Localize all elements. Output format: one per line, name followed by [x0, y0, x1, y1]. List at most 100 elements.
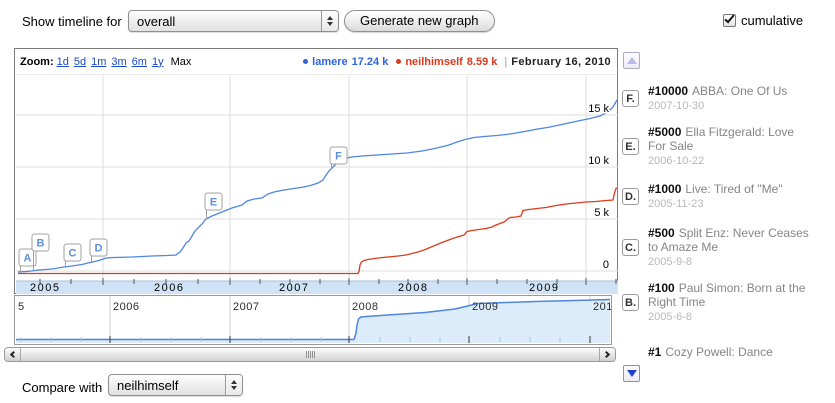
plot-area[interactable]: 2005 2006 2007 2008 2009 15 k 10 k 5 k 0… [16, 76, 618, 294]
range-selector-chart[interactable]: 5 2006 2007 2008 2009 2010 [14, 295, 612, 345]
cumulative-checkbox[interactable] [723, 12, 736, 27]
marker-badge: D. [622, 188, 639, 205]
chevron-right-icon [602, 350, 611, 359]
x-label-2005: 2005 [30, 282, 60, 294]
milestone-rank: #500 [648, 226, 675, 240]
scroll-up-button[interactable] [623, 52, 640, 69]
milestone-title: ABBA: One Of Us [692, 84, 788, 98]
y-label-5k: 5 k [594, 207, 609, 219]
milestone-sidebar: F. #10000 ABBA: One Of Us 2007-10-30 E. #… [620, 48, 832, 398]
x-label-2008: 2008 [398, 282, 428, 294]
milestone-title: Live: Tired of "Me" [685, 182, 783, 196]
milestone-title: Split Enz: Never Ceases to Amaze Me [648, 226, 809, 254]
compare-select[interactable]: neilhimself [108, 374, 243, 396]
scroll-down-button[interactable] [623, 365, 640, 382]
series1-value: 17.24 k [351, 55, 389, 68]
series2-name: neilhimself [405, 55, 463, 68]
timeline-chart: Zoom: 1d 5d 1m 3m 6m 1y Max lamere 17.24… [14, 48, 618, 294]
flag-C: C [69, 248, 77, 260]
v-gridlines [102, 76, 587, 281]
flag-B: B [37, 238, 45, 250]
compare-with-label: Compare with [22, 380, 103, 395]
compare-select-value: neilhimself [117, 377, 179, 393]
mini-area [16, 299, 610, 343]
milestone-title: Cozy Powell: Dance [665, 344, 773, 359]
mini-label-2009: 2009 [472, 301, 498, 313]
y-label-0: 0 [603, 259, 609, 271]
horizontal-scrollbar[interactable] [4, 347, 616, 362]
y-label-15k: 15 k [588, 103, 609, 115]
marker-badge: B. [622, 294, 639, 311]
zoom-max[interactable]: Max [170, 55, 192, 68]
mini-year-ticks [109, 336, 591, 343]
milestone-date: 2005-9-8 [648, 256, 693, 268]
zoom-link-5d[interactable]: 5d [73, 55, 87, 68]
milestone-rank: #10000 [648, 84, 689, 98]
triangle-down-icon [626, 370, 637, 377]
milestone-rank: #1 [648, 344, 662, 359]
series2-value: 8.59 k [466, 55, 498, 68]
milestone-date: 2007-10-30 [648, 100, 705, 112]
flag-A: A [24, 253, 32, 265]
date-separator: | [504, 55, 508, 68]
milestone-rank: #5000 [648, 125, 682, 139]
scrollbar-grip[interactable] [310, 351, 311, 358]
scroll-left-button[interactable] [5, 348, 21, 361]
list-item[interactable]: D. #1000 Live: Tired of "Me" 2005-11-23 [622, 182, 810, 211]
timeline-select[interactable]: overall [128, 10, 339, 32]
zoom-link-6m[interactable]: 6m [131, 55, 147, 68]
check-icon [724, 12, 735, 24]
x-label-2006: 2006 [154, 282, 184, 294]
milestone-title: Paul Simon: Born at the Right Time [648, 281, 806, 309]
scrollbar-track[interactable] [21, 348, 599, 361]
zoom-link-1d[interactable]: 1d [56, 55, 69, 68]
milestone-date: 2006-10-22 [648, 155, 705, 167]
marker-badge: F. [622, 90, 639, 107]
series-lamere-line [17, 99, 618, 273]
milestone-rank: #1000 [648, 182, 682, 196]
flag-E: E [210, 197, 217, 209]
list-item[interactable]: C. #500 Split Enz: Never Ceases to Amaze … [622, 226, 810, 269]
zoom-label: Zoom: [20, 55, 54, 68]
show-timeline-label: Show timeline for [22, 14, 122, 29]
mini-label-2010: 2010 [593, 301, 611, 313]
milestone-rank: #100 [648, 281, 675, 295]
series1-dot-icon [303, 59, 309, 64]
select-stepper-icon [321, 11, 338, 31]
mini-label-2007: 2007 [233, 301, 259, 313]
zoom-link-1m[interactable]: 1m [91, 55, 107, 68]
series2-dot-icon [396, 59, 402, 64]
mini-line [16, 298, 611, 341]
list-item[interactable]: E. #5000 Ella Fitzgerald: Love For Sale 2… [622, 125, 810, 168]
list-item[interactable]: B. #100 Paul Simon: Born at the Right Tim… [622, 281, 810, 324]
x-label-2007: 2007 [279, 282, 309, 294]
cumulative-label: cumulative [741, 13, 804, 28]
timeline-select-value: overall [137, 13, 176, 29]
annotation-flags[interactable]: A B C D E F [18, 146, 348, 272]
series1-name: lamere [312, 55, 348, 68]
list-item[interactable]: F. #10000 ABBA: One Of Us 2007-10-30 [622, 84, 810, 113]
zoom-link-1y[interactable]: 1y [151, 55, 164, 68]
list-item[interactable]: #1 Cozy Powell: Dance [622, 343, 810, 360]
zoom-link-3m[interactable]: 3m [111, 55, 127, 68]
mini-label-2005: 5 [18, 301, 25, 313]
milestone-date: 2005-6-8 [648, 311, 693, 323]
flag-F: F [335, 151, 342, 163]
flag-D: D [95, 243, 103, 255]
generate-graph-button[interactable]: Generate new graph [344, 10, 495, 32]
chevron-left-icon [9, 350, 18, 359]
milestone-title: Ella Fitzgerald: Love For Sale [648, 125, 795, 153]
marker-badge: E. [622, 138, 639, 155]
chart-legend: lamere 17.24 k neilhimself 8.59 k | Febr… [295, 56, 611, 68]
mini-minor-ticks [20, 337, 561, 342]
mini-label-2006: 2006 [113, 301, 139, 313]
axis-ticks [39, 278, 617, 285]
x-axis-band [16, 281, 618, 294]
triangle-up-icon [626, 57, 637, 64]
select-stepper-icon [225, 375, 242, 395]
y-label-10k: 10 k [588, 155, 609, 167]
scroll-right-button[interactable] [599, 348, 615, 361]
chart-header: Zoom: 1d 5d 1m 3m 6m 1y Max lamere 17.24… [15, 49, 617, 75]
mini-label-2008: 2008 [352, 301, 378, 313]
